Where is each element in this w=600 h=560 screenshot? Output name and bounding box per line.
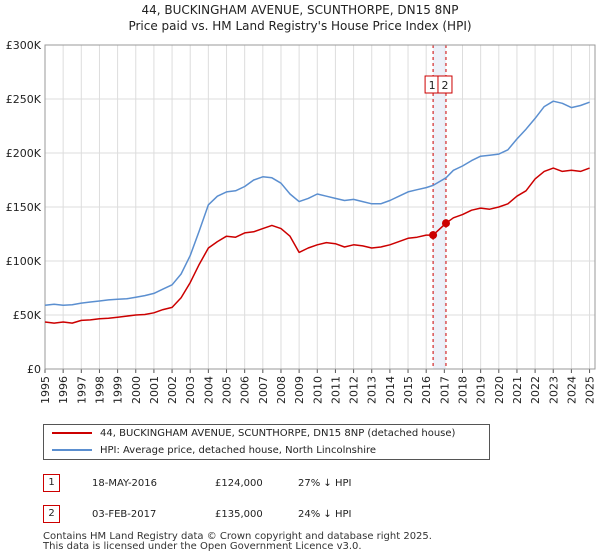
title-line-2: Price paid vs. HM Land Registry's House …: [128, 19, 472, 33]
x-tick-label: 1997: [75, 376, 88, 404]
legend-swatch-blue: [52, 449, 92, 451]
plot-border: [44, 44, 596, 370]
series: [44, 100, 590, 324]
x-tick-label: 2011: [329, 376, 342, 404]
transaction-badge: 1: [43, 474, 60, 492]
x-tick-label: 2000: [130, 376, 143, 404]
y-tick-label: £100K: [6, 255, 42, 268]
x-tick-label: 2022: [529, 376, 542, 404]
chart: £0 £50K £100K £150K £200K £250K £300K 1995 1996 1…: [6, 39, 597, 404]
sale-period-band: [433, 45, 446, 369]
transaction-date: 03-FEB-2017: [92, 509, 157, 520]
x-tick-label: 2019: [475, 376, 488, 404]
footer: Contains HM Land Registry data © Crown c…: [43, 532, 432, 552]
sale-point-marker: [441, 219, 450, 228]
transaction-date: 18-MAY-2016: [92, 478, 158, 489]
legend-item-hpi: HPI: Average price, detached house, Nort…: [52, 443, 376, 459]
x-tick-label: 2012: [348, 376, 361, 404]
x-tick-label: 1995: [39, 376, 52, 404]
x-tick-label: 2005: [221, 376, 234, 404]
legend-label-hpi: HPI: Average price, detached house, Nort…: [100, 445, 377, 456]
annotation-label: 2: [441, 79, 448, 92]
x-tick-label: 2007: [257, 376, 270, 404]
title-line-1: 44, BUCKINGHAM AVENUE, SCUNTHORPE, DN15 …: [141, 3, 459, 17]
sale-band: [432, 45, 447, 369]
legend-label-property: 44, BUCKINGHAM AVENUE, SCUNTHORPE, DN15 …: [100, 428, 456, 439]
x-tick-label: 2015: [402, 376, 415, 404]
y-tick-label: £150K: [6, 201, 42, 214]
y-tick-label: £300K: [6, 39, 42, 52]
chart-title: 44, BUCKINGHAM AVENUE, SCUNTHORPE, DN15 …: [0, 2, 600, 34]
x-tick-label: 2006: [239, 376, 252, 404]
x-tick-label: 2002: [166, 376, 179, 404]
x-tick-label: 2023: [547, 376, 560, 404]
x-tick-label: 1999: [112, 376, 125, 404]
legend: 44, BUCKINGHAM AVENUE, SCUNTHORPE, DN15 …: [43, 424, 490, 460]
x-tick-label: 2013: [366, 376, 379, 404]
transaction-hpi-diff: 27% ↓ HPI: [298, 478, 352, 489]
sale-point-marker: [429, 231, 438, 240]
x-tick-label: 2001: [148, 376, 161, 404]
sale-markers: [429, 219, 450, 240]
y-tick-label: £0: [27, 363, 41, 376]
x-tick-label: 1996: [57, 376, 70, 404]
x-tick-label: 2004: [202, 376, 215, 404]
annotation-label: 1: [429, 79, 436, 92]
x-tick-label: 2009: [293, 376, 306, 404]
x-tick-label: 2010: [311, 376, 324, 404]
x-tick-label: 2025: [584, 376, 597, 404]
series-line: [44, 100, 590, 307]
x-tick-label: 2018: [456, 376, 469, 404]
x-tick-label: 2014: [384, 376, 397, 404]
footer-copyright: Contains HM Land Registry data © Crown c…: [43, 531, 432, 542]
x-tick-label: 2017: [438, 376, 451, 404]
transaction-hpi-diff: 24% ↓ HPI: [298, 509, 352, 520]
legend-swatch-red: [52, 432, 92, 434]
axes: £0 £50K £100K £150K £200K £250K £300K 1995 1996 1…: [6, 39, 597, 404]
x-tick-label: 2020: [493, 376, 506, 404]
x-tick-label: 2024: [565, 376, 578, 404]
y-tick-label: £200K: [6, 147, 42, 160]
footer-licence: This data is licensed under the Open Gov…: [43, 541, 362, 552]
transaction-badge: 2: [43, 505, 60, 523]
x-tick-label: 2003: [184, 376, 197, 404]
annotation-box: [437, 75, 453, 94]
x-tick-label: 1998: [93, 376, 106, 404]
transaction-price: £124,000: [215, 478, 263, 489]
x-tick-label: 2008: [275, 376, 288, 404]
y-tick-label: £250K: [6, 93, 42, 106]
x-tick-label: 2021: [511, 376, 524, 404]
x-tick-label: 2016: [420, 376, 433, 404]
transaction-price: £135,000: [215, 509, 263, 520]
legend-item-property: 44, BUCKINGHAM AVENUE, SCUNTHORPE, DN15 …: [52, 426, 455, 442]
y-tick-label: £50K: [13, 309, 42, 322]
series-line: [44, 167, 590, 324]
